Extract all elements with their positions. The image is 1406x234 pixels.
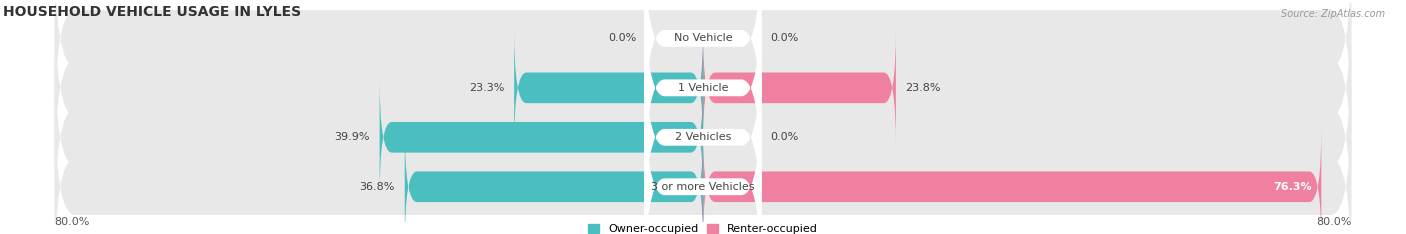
Text: 2 Vehicles: 2 Vehicles bbox=[675, 132, 731, 142]
FancyBboxPatch shape bbox=[644, 72, 762, 234]
FancyBboxPatch shape bbox=[55, 42, 1351, 233]
Text: Source: ZipAtlas.com: Source: ZipAtlas.com bbox=[1281, 9, 1385, 19]
Text: 80.0%: 80.0% bbox=[1316, 217, 1351, 227]
FancyBboxPatch shape bbox=[703, 29, 896, 147]
FancyBboxPatch shape bbox=[644, 22, 762, 234]
Text: 0.0%: 0.0% bbox=[607, 33, 636, 43]
FancyBboxPatch shape bbox=[55, 0, 1351, 183]
Text: 3 or more Vehicles: 3 or more Vehicles bbox=[651, 182, 755, 192]
FancyBboxPatch shape bbox=[55, 91, 1351, 234]
Text: 80.0%: 80.0% bbox=[55, 217, 90, 227]
FancyBboxPatch shape bbox=[644, 0, 762, 203]
Text: 36.8%: 36.8% bbox=[360, 182, 395, 192]
FancyBboxPatch shape bbox=[515, 29, 703, 147]
Text: 0.0%: 0.0% bbox=[770, 132, 799, 142]
FancyBboxPatch shape bbox=[405, 128, 703, 234]
Text: HOUSEHOLD VEHICLE USAGE IN LYLES: HOUSEHOLD VEHICLE USAGE IN LYLES bbox=[3, 5, 301, 19]
Text: 23.8%: 23.8% bbox=[905, 83, 941, 93]
FancyBboxPatch shape bbox=[55, 0, 1351, 134]
Text: 76.3%: 76.3% bbox=[1272, 182, 1312, 192]
Text: No Vehicle: No Vehicle bbox=[673, 33, 733, 43]
FancyBboxPatch shape bbox=[644, 0, 762, 154]
Text: 39.9%: 39.9% bbox=[335, 132, 370, 142]
FancyBboxPatch shape bbox=[703, 128, 1322, 234]
Text: 0.0%: 0.0% bbox=[770, 33, 799, 43]
FancyBboxPatch shape bbox=[380, 78, 703, 196]
Text: 23.3%: 23.3% bbox=[470, 83, 505, 93]
Legend: Owner-occupied, Renter-occupied: Owner-occupied, Renter-occupied bbox=[588, 224, 818, 234]
Text: 1 Vehicle: 1 Vehicle bbox=[678, 83, 728, 93]
